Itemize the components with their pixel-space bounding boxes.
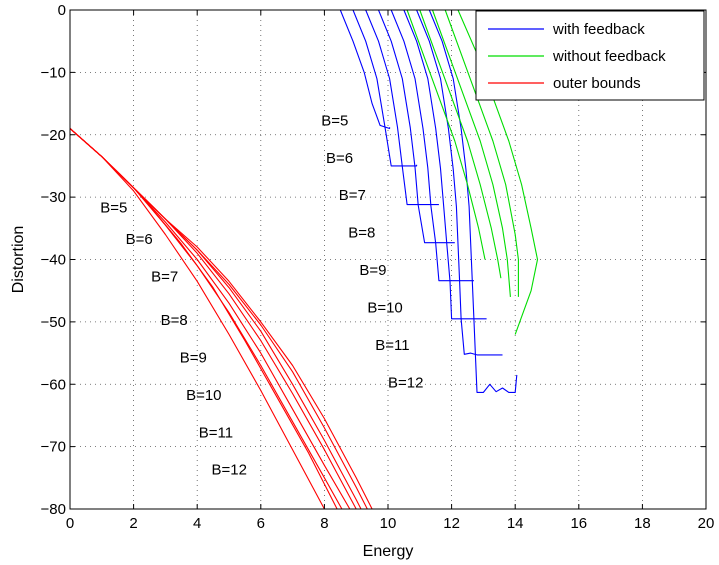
series-line (431, 9, 511, 297)
x-tick-label: 6 (257, 515, 265, 532)
curve-label: B=7 (339, 187, 366, 204)
series-line (444, 9, 519, 297)
y-tick-label: 0 (58, 2, 66, 19)
x-tick-label: 4 (193, 515, 201, 532)
x-tick-label: 8 (320, 515, 328, 532)
x-tick-label: 18 (634, 515, 651, 532)
legend-entry: with feedback (552, 21, 645, 38)
legend-entry: outer bounds (553, 75, 641, 92)
curve-label: B=6 (126, 231, 153, 248)
series-line (406, 9, 486, 260)
series-line (352, 9, 418, 167)
y-tick-label: −20 (41, 127, 66, 144)
axis-ticks: 0 2 4 6 8 10 12 14 16 18 20 0 −10 −20 −30 −40 −50 −60 −70 −… (41, 2, 715, 532)
curve-label: B=7 (151, 268, 178, 285)
x-tick-label: 2 (129, 515, 137, 532)
legend: with feedback without feedback outer bound… (475, 10, 705, 101)
curve-label: B=12 (388, 374, 423, 391)
x-tick-label: 20 (698, 515, 715, 532)
series-line (69, 128, 325, 510)
series-line (69, 128, 373, 510)
x-tick-label: 14 (507, 515, 524, 532)
y-tick-label: −60 (41, 376, 66, 393)
curve-label: B=5 (100, 200, 127, 217)
x-tick-label: 0 (66, 515, 74, 532)
series-line (339, 9, 391, 130)
series-line (416, 9, 503, 356)
curve-label: B=6 (326, 150, 353, 167)
y-tick-label: −30 (41, 189, 66, 206)
y-tick-label: −80 (41, 501, 66, 518)
x-tick-label: 12 (443, 515, 460, 532)
curve-label: B=10 (367, 300, 402, 317)
series-outer-bounds (69, 128, 373, 510)
legend-entry: without feedback (552, 48, 666, 65)
series-line (419, 9, 502, 279)
curve-label: B=10 (186, 387, 221, 404)
curve-label: B=9 (180, 349, 207, 366)
curve-label: B=8 (348, 225, 375, 242)
curve-label: B=9 (359, 262, 386, 279)
curve-label: B=8 (161, 312, 188, 329)
curve-label: B=12 (212, 462, 247, 479)
series-line (365, 9, 439, 206)
series-with-feedback (339, 9, 518, 393)
y-tick-label: −50 (41, 314, 66, 331)
x-tick-label: 10 (380, 515, 397, 532)
y-tick-label: −10 (41, 64, 66, 81)
x-tick-label: 16 (570, 515, 587, 532)
y-tick-label: −70 (41, 439, 66, 456)
curve-annotations: B=5 B=6 B=7 B=8 B=9 B=10 B=11 B=12 B=5 B=6 B=7 B=8 B… (100, 112, 423, 478)
x-axis-label: Energy (363, 543, 414, 560)
y-axis-label: Distortion (10, 226, 27, 294)
curve-label: B=11 (375, 337, 409, 354)
series-line (390, 9, 474, 282)
y-tick-label: −40 (41, 252, 66, 269)
curve-label: B=11 (199, 424, 233, 441)
series-line (377, 9, 455, 244)
grid (70, 10, 706, 509)
series-line (403, 9, 487, 320)
curve-label: B=5 (321, 112, 348, 129)
